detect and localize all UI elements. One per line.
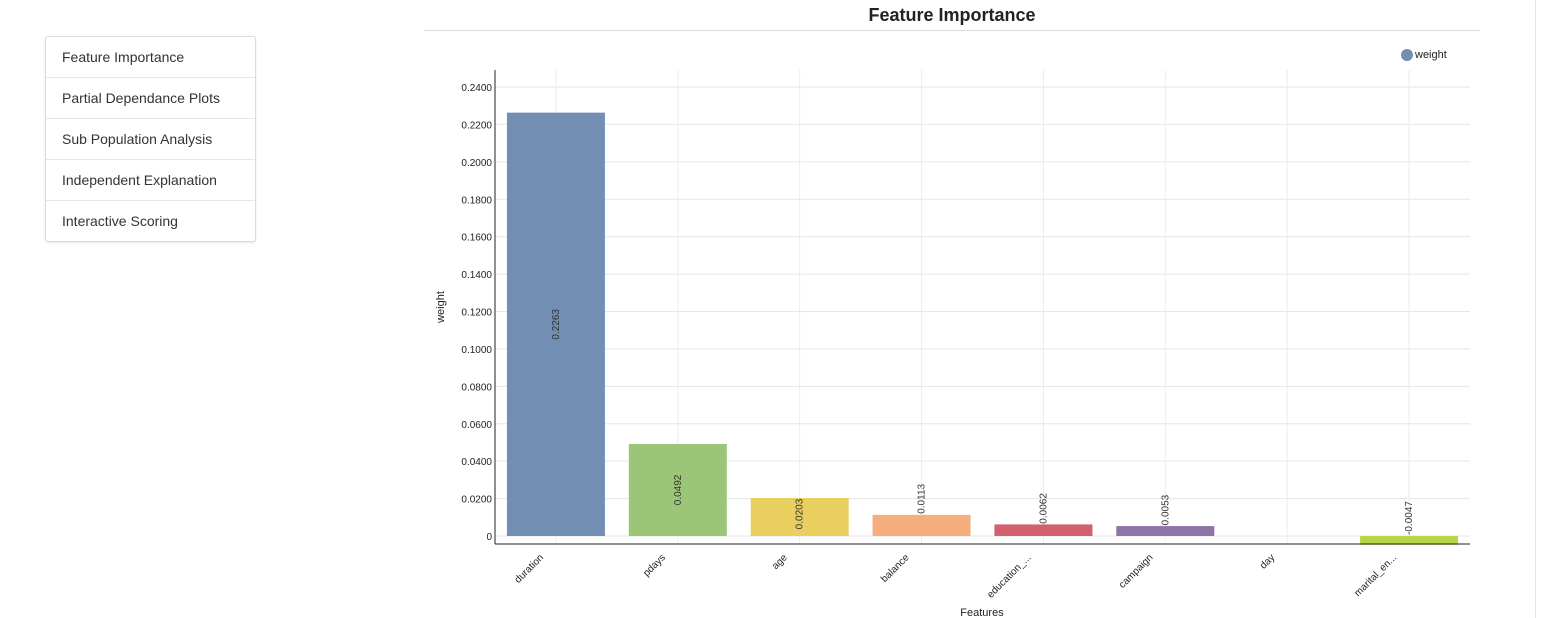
legend-label: weight [1414,49,1447,61]
bar-data-label: 0.0053 [1160,494,1171,525]
bar-data-label: 0.0113 [917,483,928,513]
y-tick-label: 0.1600 [461,233,492,244]
y-tick-label: 0.0400 [461,457,492,468]
x-axis-title: Features [960,607,1004,618]
bar-0 [506,112,605,536]
y-axis-title: weight [435,291,447,324]
x-tick-label: campaign [1117,552,1155,590]
title-divider [424,30,1480,31]
bar-4 [994,524,1093,536]
nav-item-feature-importance[interactable]: Feature Importance [46,37,255,78]
nav-item-interactive-scoring[interactable]: Interactive Scoring [62,213,178,229]
y-tick-label: 0.2400 [461,83,492,94]
bar-data-label: 0.0062 [1038,493,1049,524]
x-tick-label: age [770,552,790,572]
page-title: Feature Importance [868,5,1036,25]
bar-7 [1360,536,1459,545]
y-tick-label: 0.0800 [461,382,492,393]
chart-bars [506,112,1459,545]
bar-5 [1116,526,1215,536]
nav-item-independent-explanation[interactable]: Independent Explanation [46,160,255,201]
nav-item-partial-dependance-plots[interactable]: Partial Dependance Plots [46,78,255,119]
x-tick-label: duration [513,552,546,585]
page-right-border [1535,0,1536,618]
bar-2 [750,498,849,536]
y-tick-label: 0.1000 [461,345,492,356]
sidebar-nav: Feature Importance Partial Dependance Pl… [45,36,256,242]
legend-swatch [1401,49,1413,61]
y-tick-label: 0.0200 [461,495,492,506]
bar-3 [872,514,971,536]
bar-data-label: 0.2263 [551,309,562,340]
y-tick-label: 0.1400 [461,270,492,281]
x-tick-label: education_... [985,552,1033,600]
chart-legend: weight [1401,49,1447,61]
bar-data-label: -0.0047 [1404,501,1415,535]
bar-data-label: 0.0492 [673,474,684,505]
y-tick-label: 0.2000 [461,158,492,169]
x-tick-label: day [1258,552,1277,571]
y-tick-label: 0.1200 [461,308,492,319]
chart-data-labels: 0.2263 0.0492 0.0203 0.0113 0.0062 0.0053 -0.0… [551,309,1415,535]
y-tick-label: 0.0600 [461,420,492,431]
x-tick-label: balance [879,552,912,585]
y-tick-label: 0 [486,532,492,543]
y-tick-label: 0.1800 [461,195,492,206]
y-tick-label: 0.2200 [461,120,492,131]
bar-1 [628,443,727,536]
nav-item-sub-population-analysis[interactable]: Sub Population Analysis [46,119,255,160]
bar-data-label: 0.0203 [795,498,806,529]
x-tick-label: pdays [641,552,668,579]
x-tick-label: marital_en... [1352,552,1399,599]
